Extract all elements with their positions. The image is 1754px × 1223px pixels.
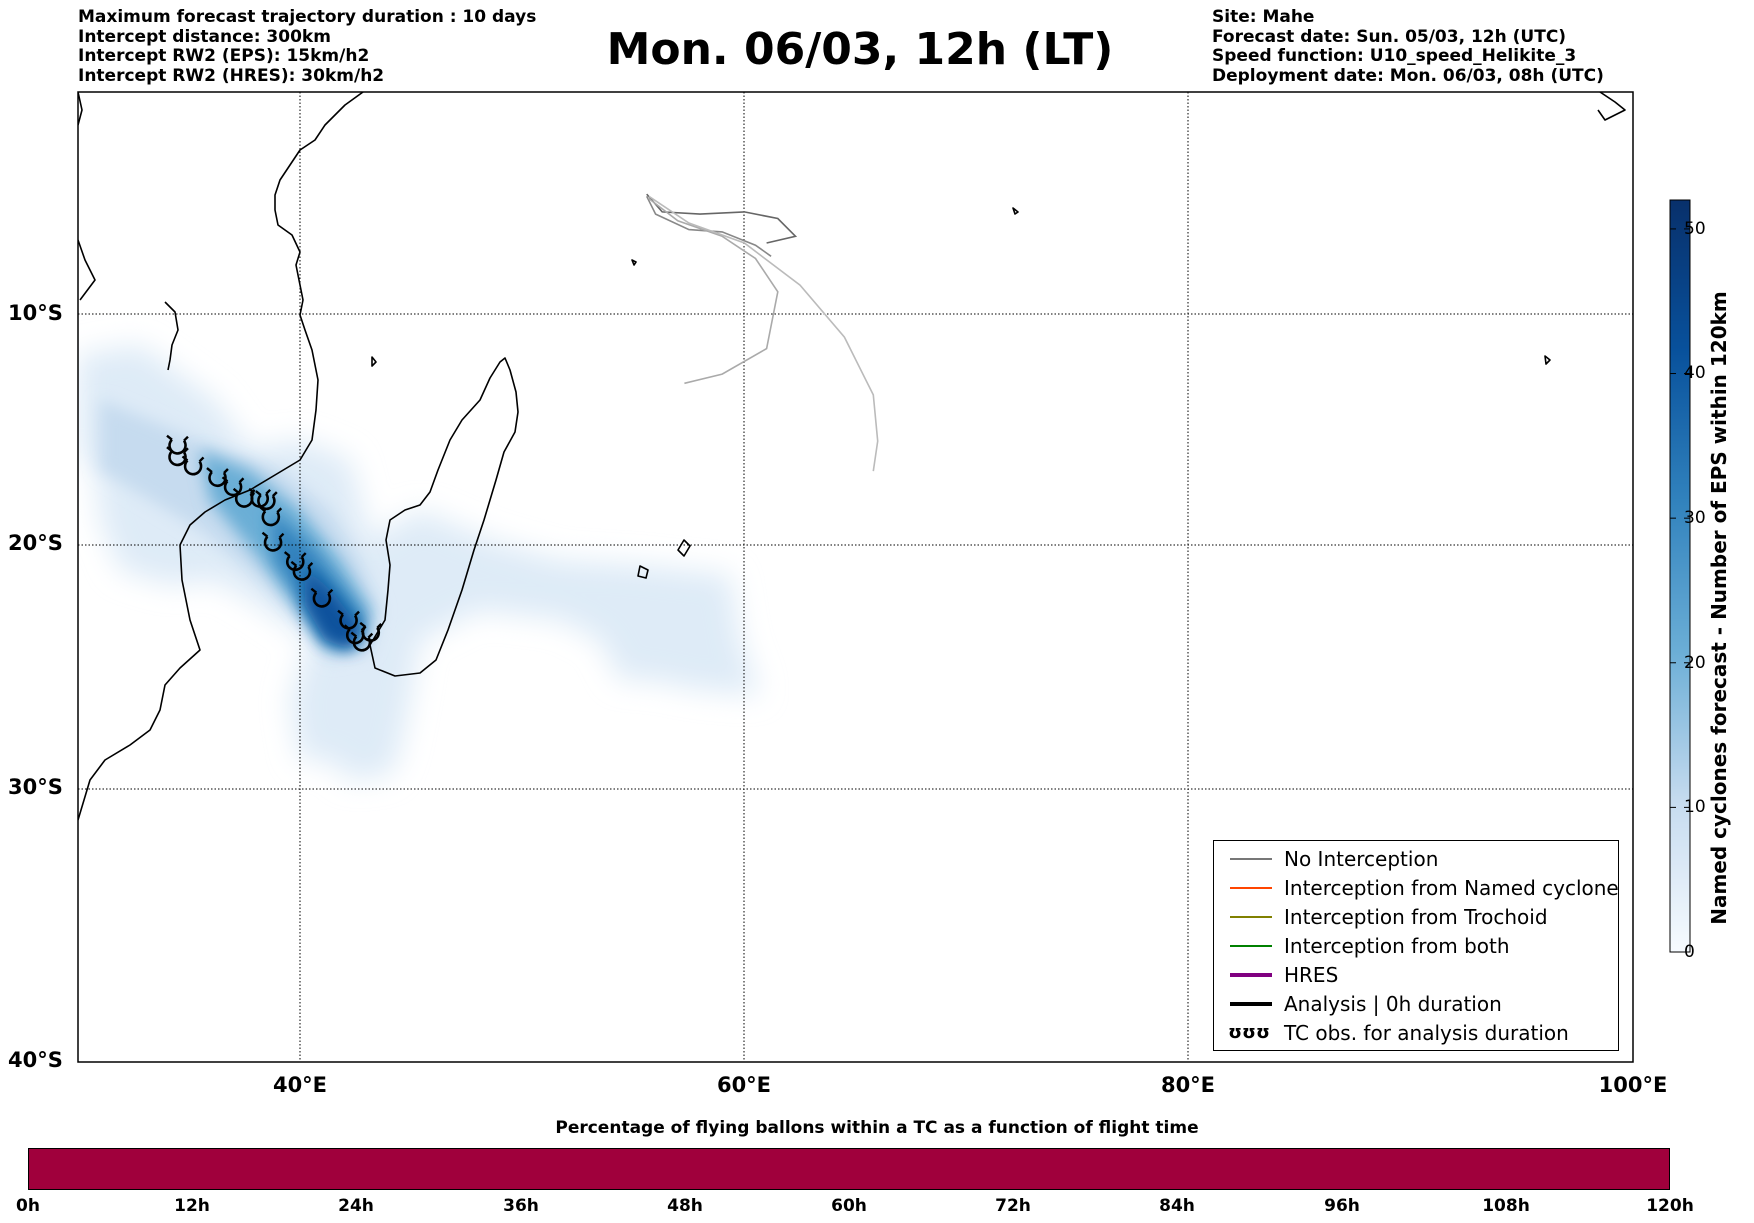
eps-density-field bbox=[78, 345, 760, 780]
map-legend: No Interception Interception from Named … bbox=[1213, 840, 1619, 1051]
small-island-2 bbox=[1012, 207, 1019, 215]
info-forecast-date: Forecast date: Sun. 05/03, 12h (UTC) bbox=[1212, 26, 1567, 47]
info-intercept-hres: Intercept RW2 (HRES): 30km/h2 bbox=[78, 65, 385, 86]
balloon-trajectories bbox=[645, 193, 879, 472]
flight-time-bar-title: Percentage of flying ballons within a TC… bbox=[555, 1118, 1199, 1138]
flight-time-percentage-bar bbox=[28, 1148, 1670, 1190]
arabian-coastline bbox=[78, 92, 83, 126]
lat-label-30s: 30°S bbox=[8, 775, 63, 799]
mauritius-island bbox=[677, 539, 691, 557]
legend-item-tc-obs: ʊʊʊ TC obs. for analysis duration bbox=[1222, 1019, 1569, 1047]
map-title: Mon. 06/03, 12h (LT) bbox=[606, 24, 1114, 75]
colorbar-tick: 50 bbox=[1684, 219, 1706, 239]
lat-label-20s: 20°S bbox=[8, 531, 63, 555]
flight-time-tick: 72h bbox=[995, 1196, 1031, 1216]
lon-label-40e: 40°E bbox=[272, 1073, 328, 1097]
africa-coastline bbox=[78, 92, 364, 821]
trajectory-line bbox=[648, 195, 879, 472]
colorbar-tick: 30 bbox=[1684, 508, 1706, 528]
site-info: Site: Mahe Forecast date: Sun. 05/03, 12… bbox=[1212, 7, 1604, 86]
forecast-parameters: Maximum forecast trajectory duration : 1… bbox=[78, 7, 537, 86]
lake-coastline bbox=[164, 301, 179, 371]
info-site: Site: Mahe bbox=[1212, 7, 1315, 27]
lon-label-100e: 100°E bbox=[1598, 1073, 1668, 1097]
legend-label: HRES bbox=[1284, 963, 1339, 987]
tc-obs-marker bbox=[221, 476, 245, 497]
tc-obs-marker bbox=[359, 621, 383, 642]
legend-item-hres: HRES bbox=[1222, 961, 1338, 989]
flight-time-tick: 24h bbox=[338, 1196, 374, 1216]
tc-obs-marker bbox=[259, 506, 283, 527]
colorbar-gradient bbox=[1669, 199, 1691, 953]
flight-time-tick: 48h bbox=[667, 1196, 703, 1216]
flight-time-tick: 108h bbox=[1482, 1196, 1530, 1216]
flight-time-tick: 12h bbox=[174, 1196, 210, 1216]
tc-obs-marker bbox=[261, 531, 285, 552]
colorbar-tick: 10 bbox=[1684, 797, 1706, 817]
flight-time-tick: 120h bbox=[1646, 1196, 1694, 1216]
flight-time-tick: 96h bbox=[1324, 1196, 1360, 1216]
info-intercept-distance: Intercept distance: 300km bbox=[78, 26, 331, 47]
small-island-1 bbox=[631, 259, 637, 266]
legend-swatch-both bbox=[1230, 945, 1272, 947]
lat-label-40s: 40°S bbox=[8, 1048, 63, 1072]
small-island-3 bbox=[1544, 355, 1551, 365]
trajectory-line bbox=[645, 195, 772, 257]
legend-swatch-no-interception bbox=[1230, 858, 1272, 860]
arabian-arc bbox=[1597, 92, 1626, 121]
colorbar-tick: 40 bbox=[1684, 363, 1706, 383]
tc-obs-marker bbox=[181, 455, 205, 476]
eps-colorbar bbox=[1669, 199, 1691, 953]
legend-item-no-interception: No Interception bbox=[1222, 845, 1438, 873]
legend-swatch-hres bbox=[1230, 973, 1272, 977]
colorbar-tick: 0 bbox=[1684, 942, 1695, 962]
reunion-island bbox=[637, 565, 649, 579]
tc-obs-marker bbox=[166, 434, 189, 455]
legend-label: Analysis | 0h duration bbox=[1284, 992, 1502, 1016]
legend-swatch-named-cyclone bbox=[1230, 887, 1272, 889]
lon-label-80e: 80°E bbox=[1160, 1073, 1216, 1097]
legend-swatch-analysis bbox=[1230, 1002, 1272, 1006]
legend-label: Interception from Named cyclone bbox=[1284, 876, 1619, 900]
legend-label: Interception from both bbox=[1284, 934, 1510, 958]
comoros-island bbox=[371, 356, 377, 367]
colorbar-label: Named cyclones forecast - Number of EPS … bbox=[1707, 291, 1731, 925]
colorbar-tick: 20 bbox=[1684, 653, 1706, 673]
tc-obs-marker bbox=[290, 560, 314, 581]
tc-obs-marker bbox=[255, 490, 278, 511]
legend-label: TC obs. for analysis duration bbox=[1284, 1021, 1569, 1045]
map-frame bbox=[77, 91, 1634, 1063]
lat-label-10s: 10°S bbox=[8, 301, 63, 325]
flight-time-tick: 0h bbox=[16, 1196, 40, 1216]
legend-item-analysis: Analysis | 0h duration bbox=[1222, 990, 1502, 1018]
tc-obs-marker bbox=[310, 587, 334, 608]
info-max-duration: Maximum forecast trajectory duration : 1… bbox=[78, 7, 537, 27]
tc-obs-marker bbox=[206, 467, 229, 488]
west-shore bbox=[78, 239, 96, 301]
info-speed-function: Speed function: U10_speed_Helikite_3 bbox=[1212, 46, 1577, 66]
tc-obs-marker bbox=[166, 446, 189, 467]
legend-swatch-trochoid bbox=[1230, 916, 1272, 918]
trajectory-line bbox=[648, 197, 779, 385]
info-deployment-date: Deployment date: Mon. 06/03, 08h (UTC) bbox=[1212, 65, 1604, 86]
legend-item-named-cyclone: Interception from Named cyclone bbox=[1222, 874, 1619, 902]
legend-item-trochoid: Interception from Trochoid bbox=[1222, 903, 1548, 931]
lon-label-60e: 60°E bbox=[716, 1073, 772, 1097]
trajectory-line bbox=[646, 193, 798, 244]
legend-label: No Interception bbox=[1284, 847, 1439, 871]
flight-time-tick: 36h bbox=[503, 1196, 539, 1216]
flight-time-tick: 84h bbox=[1159, 1196, 1195, 1216]
tc-observations bbox=[166, 434, 383, 652]
legend-item-both: Interception from both bbox=[1222, 932, 1510, 960]
info-intercept-eps: Intercept RW2 (EPS): 15km/h2 bbox=[78, 46, 370, 66]
legend-label: Interception from Trochoid bbox=[1284, 905, 1548, 929]
flight-time-tick: 60h bbox=[831, 1196, 867, 1216]
tc-obs-symbol-icon: ʊʊʊ bbox=[1228, 1022, 1270, 1043]
